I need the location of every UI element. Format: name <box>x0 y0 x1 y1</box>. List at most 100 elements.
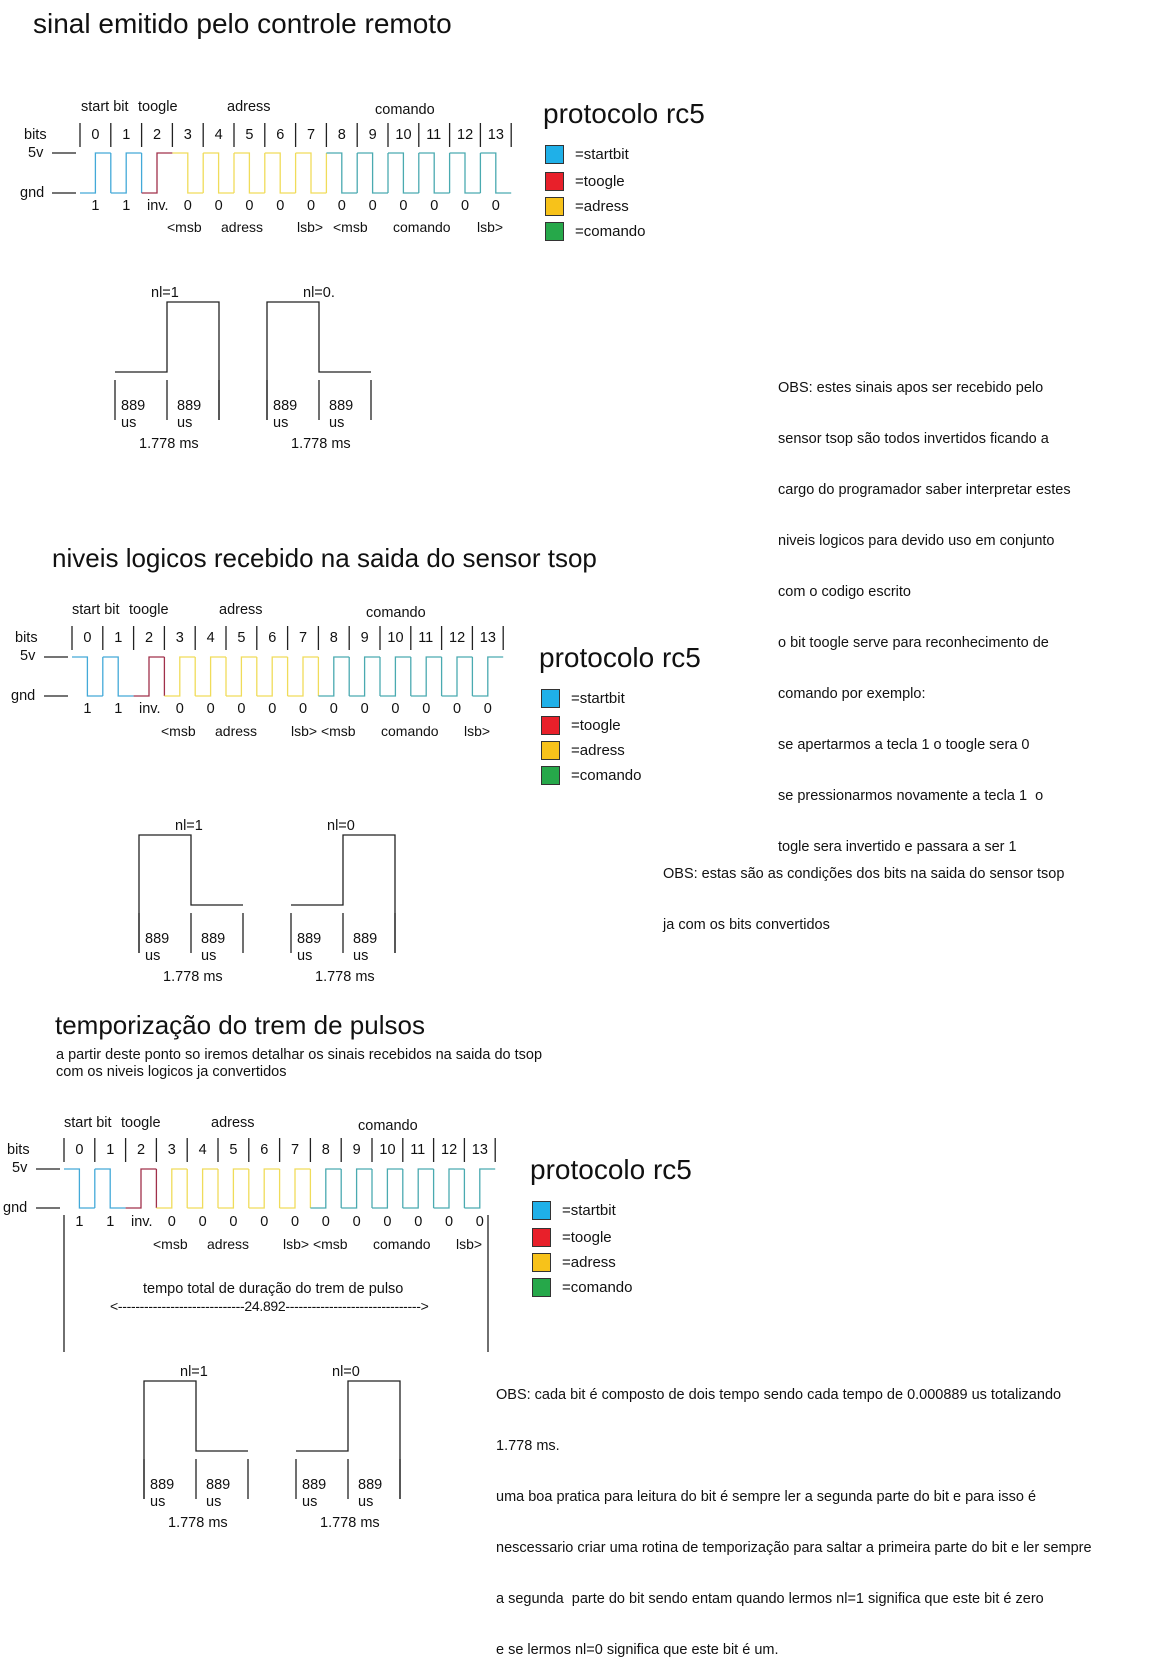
duration-value: 889 <box>353 931 378 947</box>
bit-number: 7 <box>307 127 316 143</box>
bit-value: 0 <box>167 1214 176 1230</box>
legend-title: protocolo rc5 <box>539 642 701 673</box>
label-toggle: toogle <box>121 1115 161 1131</box>
bit-value: 1 <box>122 198 131 214</box>
duration-unit: us <box>297 948 313 964</box>
duration-value: 889 <box>329 398 354 414</box>
bit-value: 0 <box>291 1214 300 1230</box>
bit-5-wave <box>234 152 265 194</box>
bit-number: 13 <box>471 1142 488 1158</box>
duration-value: 889 <box>121 398 146 414</box>
field-lsb-2: lsb> <box>456 1236 483 1252</box>
total-duration-label: tempo total de duração do trem de pulso <box>143 1281 404 1297</box>
bit-2-wave <box>133 656 165 697</box>
bit-number: 11 <box>410 1142 426 1158</box>
bit-number: 8 <box>337 127 346 143</box>
waveform-graphics <box>36 123 512 1499</box>
bit-number: 13 <box>479 630 496 646</box>
field-lsb-msb: lsb> <msb <box>291 723 356 739</box>
bit-detail-shape <box>266 301 371 420</box>
label-comando: comando <box>375 102 435 118</box>
bit-detail-title: nl=0 <box>327 818 355 834</box>
bit-value: 0 <box>461 198 470 214</box>
total-duration: 1.778 ms <box>315 969 375 985</box>
duration-value: 889 <box>273 398 298 414</box>
field-adress: adress <box>215 723 258 739</box>
bit-12-wave <box>441 656 473 697</box>
bit-7-wave <box>287 656 319 697</box>
obs-line: niveis logicos para devido uso em conjun… <box>778 533 1055 549</box>
bit-value: 0 <box>453 701 462 717</box>
field-msb-1: <msb <box>153 1236 188 1252</box>
total-duration-arrow: <-----------------------------24.892----… <box>110 1298 429 1314</box>
duration-value: 889 <box>177 398 202 414</box>
label-bits: bits <box>24 127 47 143</box>
duration-unit: us <box>150 1494 166 1510</box>
bit-3-wave <box>156 1168 188 1209</box>
legend-swatch <box>541 716 560 735</box>
bit-number: 3 <box>183 127 192 143</box>
duration-unit: us <box>273 415 289 431</box>
bit-2-wave <box>141 152 173 194</box>
bit-value: inv. <box>147 198 169 214</box>
label-5v: 5v <box>28 145 44 161</box>
legend-1: protocolo rc5 =startbit =toogle =adress … <box>543 98 743 248</box>
legend-label: =adress <box>571 742 625 759</box>
bit-number: 4 <box>198 1142 207 1158</box>
bit-value: 0 <box>399 198 408 214</box>
bit-3-wave <box>164 656 196 697</box>
legend-swatch <box>541 689 560 708</box>
bit-value: 0 <box>475 1214 484 1230</box>
legend-label: =adress <box>575 198 629 215</box>
bit-value: 0 <box>321 1214 330 1230</box>
bit-5-wave <box>226 656 257 697</box>
obs-note-1: OBS: estes sinais apos ser recebido pelo… <box>778 346 1071 873</box>
bit-value: 0 <box>175 701 184 717</box>
legend-label: =toogle <box>562 1229 612 1246</box>
field-comando: comando <box>393 219 451 235</box>
bit-number: 2 <box>153 127 162 143</box>
bit-number: 6 <box>268 630 277 646</box>
field-lsb-2: lsb> <box>477 219 504 235</box>
bit-detail-title: nl=1 <box>180 1364 208 1380</box>
bit-number: 11 <box>418 630 434 646</box>
bit-7-wave <box>295 152 327 194</box>
obs-line: nescessario criar uma rotina de temporiz… <box>496 1540 1092 1556</box>
bit-1-wave <box>102 656 134 697</box>
bit-value: 0 <box>198 1214 207 1230</box>
field-adress: adress <box>221 219 264 235</box>
bit-11-wave <box>402 1168 434 1209</box>
bit-7-wave <box>279 1168 311 1209</box>
obs-line: comando por exemplo: <box>778 686 926 702</box>
obs-line: se apertarmos a tecla 1 o toogle sera 0 <box>778 737 1030 753</box>
bit-8-wave <box>310 1168 342 1209</box>
bit-detail-shape <box>296 1380 401 1499</box>
obs-line: uma boa pratica para leitura do bit é se… <box>496 1489 1037 1505</box>
duration-unit: us <box>145 948 161 964</box>
legend-label: =startbit <box>571 690 625 707</box>
legend-label: =startbit <box>562 1202 616 1219</box>
label-gnd: gnd <box>3 1200 28 1216</box>
bit-number: 12 <box>449 630 466 646</box>
bit-11-wave <box>418 152 450 194</box>
duration-unit: us <box>358 1494 374 1510</box>
bit-8-wave <box>318 656 350 697</box>
duration-unit: us <box>177 415 193 431</box>
section3-title: temporização do trem de pulsos <box>55 1010 425 1040</box>
bit-number: 12 <box>457 127 474 143</box>
bit-value: inv. <box>139 701 161 717</box>
duration-unit: us <box>206 1494 222 1510</box>
bit-value: 0 <box>268 701 277 717</box>
field-msb-1: <msb <box>161 723 196 739</box>
bit-number: 9 <box>368 127 377 143</box>
bit-9-wave <box>341 1168 372 1209</box>
obs-line: com o codigo escrito <box>778 584 911 600</box>
label-comando: comando <box>358 1118 418 1134</box>
bit-value: 0 <box>245 198 254 214</box>
legend-swatch <box>545 145 564 164</box>
bit-number: 10 <box>395 127 412 143</box>
bit-number: 5 <box>245 127 254 143</box>
field-comando: comando <box>373 1236 431 1252</box>
section3-subtitle-line1: a partir deste ponto so iremos detalhar … <box>56 1047 543 1063</box>
bit-number: 12 <box>441 1142 458 1158</box>
